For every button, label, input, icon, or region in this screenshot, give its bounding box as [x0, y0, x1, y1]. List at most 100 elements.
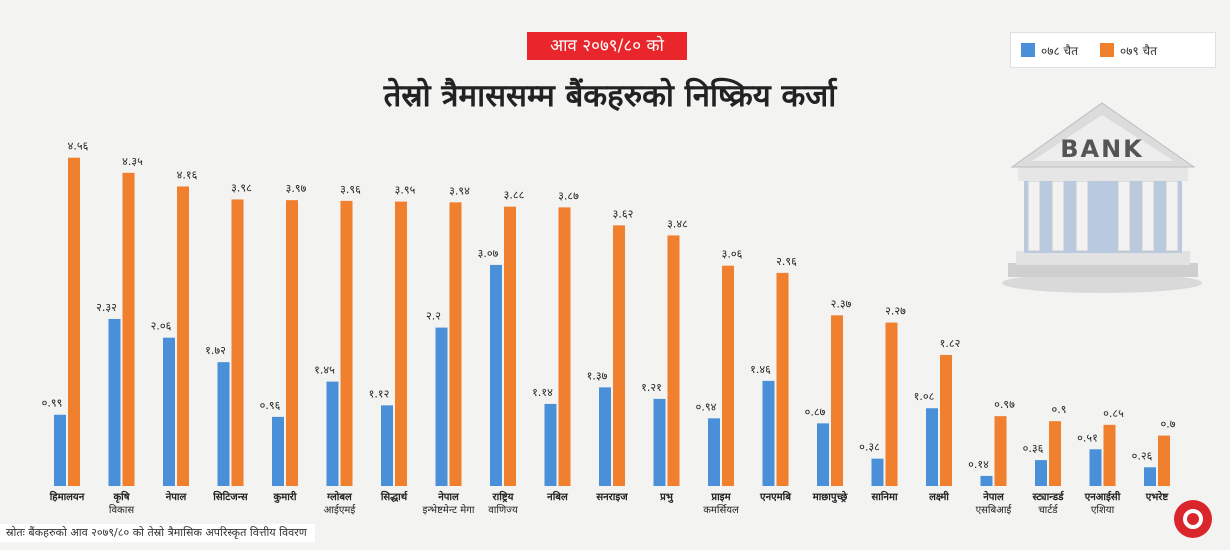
bar-label-s1-11: ३.४८	[667, 217, 688, 230]
bar-s0-12	[708, 418, 720, 486]
category-label-6-0: सिद्धार्थ	[380, 490, 408, 503]
bar-s0-15	[871, 458, 884, 486]
bar-s1-12	[722, 265, 734, 486]
category-label-18-1: चार्टर्ड	[1038, 504, 1058, 516]
bar-label-s1-15: २.२७	[885, 305, 906, 318]
chart-legend: ०७८ चैत ०७९ चैत	[1010, 32, 1216, 68]
bank-building-illustration: BANK	[1002, 102, 1202, 293]
bar-s1-13	[776, 272, 789, 486]
legend-item-078: ०७८ चैत	[1021, 42, 1078, 59]
category-label-7-0: नेपाल	[437, 490, 460, 503]
bar-s1-7	[449, 202, 462, 486]
category-label-10-0: सनराइज	[595, 492, 628, 503]
bar-s1-9	[558, 207, 571, 487]
bank-sign: BANK	[1060, 135, 1144, 163]
bar-s0-3	[217, 362, 230, 486]
bar-s1-5	[340, 200, 353, 486]
bar-label-s1-12: ३.०६	[722, 248, 743, 261]
bar-label-s0-13: १.४६	[750, 363, 771, 376]
category-label-15-0: सानिमा	[870, 490, 897, 503]
bar-s1-19	[1103, 424, 1116, 486]
bar-label-s0-12: ०.९४	[696, 400, 717, 413]
legend-swatch-078	[1021, 43, 1035, 57]
bar-label-s0-16: १.०८	[914, 390, 935, 403]
bar-s0-17	[980, 475, 993, 486]
category-label-20-0: एभरेष्ट	[1145, 490, 1170, 503]
bar-s0-11	[653, 398, 666, 486]
category-label-8-1: वाणिज्य	[488, 504, 518, 516]
bar-s0-0	[54, 414, 66, 486]
bar-s0-5	[326, 381, 339, 486]
legend-swatch-079	[1100, 43, 1114, 57]
bar-label-s0-2: २.०६	[151, 320, 172, 333]
category-label-1-1: विकास	[109, 504, 134, 516]
bar-s1-17	[994, 416, 1007, 486]
bar-s0-16	[926, 408, 938, 486]
bar-s0-6	[381, 405, 393, 486]
bar-label-s0-6: १.१२	[369, 387, 390, 400]
bar-label-s1-14: २.३७	[831, 297, 852, 310]
category-label-7-1: इन्भेष्टमेन्ट मेगा	[423, 504, 475, 516]
category-label-14-0: माछापुच्छ्रे	[812, 490, 849, 503]
legend-label-079: ०७९ चैत	[1120, 43, 1157, 58]
bar-label-s1-13: २.९६	[776, 255, 797, 268]
bar-label-s1-10: ३.६२	[613, 207, 634, 220]
category-label-12-0: प्राइम	[710, 492, 731, 503]
bar-label-s0-14: ०.८७	[805, 405, 826, 418]
legend-item-079: ०७९ चैत	[1100, 42, 1157, 59]
category-label-4-0: कुमारी	[273, 490, 297, 503]
bar-s0-20	[1144, 467, 1156, 486]
bar-label-s1-3: ३.९८	[231, 181, 252, 194]
legend-label-078: ०७८ चैत	[1041, 43, 1078, 58]
category-label-3-0: सिटिजन्स	[212, 490, 249, 503]
bar-s1-14	[831, 315, 843, 486]
bar-s1-20	[1158, 435, 1170, 486]
bar-s1-6	[395, 201, 407, 486]
category-label-16-0: लक्ष्मी	[928, 490, 949, 503]
bar-s1-10	[613, 225, 625, 487]
bar-s0-18	[1035, 460, 1047, 486]
bar-s0-14	[817, 423, 829, 486]
bar-s1-18	[1049, 421, 1061, 486]
bar-s1-0	[68, 157, 80, 486]
bar-s0-10	[599, 387, 611, 486]
bar-label-s1-1: ४.३५	[122, 155, 143, 168]
bar-label-s1-16: १.८२	[940, 337, 961, 350]
bar-s1-2	[177, 186, 189, 487]
category-label-17-1: एसबिआई	[976, 504, 1013, 516]
bar-s0-2	[163, 337, 175, 486]
bar-label-s0-4: ०.९६	[260, 399, 281, 412]
category-label-5-1: आईएमई	[324, 504, 357, 516]
bar-s0-9	[544, 403, 557, 486]
bar-label-s0-3: १.७२	[205, 344, 226, 357]
bar-label-s0-19: ०.५१	[1077, 431, 1098, 444]
bar-s1-15	[885, 322, 898, 486]
bar-label-s1-6: ३.९५	[395, 184, 416, 197]
source-note: स्रोतः बैंकहरुको आव २०७९/८० को तेस्रो त्…	[0, 524, 315, 542]
bar-s0-4	[272, 416, 284, 486]
fiscal-year-badge: आव २०७९/८० को	[527, 32, 687, 60]
bar-label-s1-9: ३.८७	[558, 189, 579, 202]
bar-label-s0-10: १.३७	[587, 369, 608, 382]
category-label-5-0: ग्लोबल	[326, 490, 353, 503]
category-label-9-0: नबिल	[546, 490, 569, 503]
category-label-11-0: प्रभु	[659, 492, 674, 503]
bar-s0-13	[762, 380, 775, 486]
bar-s0-1	[108, 318, 121, 486]
bar-s0-19	[1089, 449, 1102, 486]
page-title: तेस्रो त्रैमाससम्म बैंकहरुको निष्क्रिय क…	[383, 78, 837, 114]
bar-label-s1-5: ३.९६	[340, 183, 361, 196]
bar-label-s1-4: ३.९७	[286, 182, 307, 195]
bar-label-s0-20: ०.२६	[1132, 449, 1153, 462]
bar-s1-1	[122, 172, 135, 487]
category-label-2-0: नेपाल	[165, 490, 188, 503]
bar-label-s1-18: ०.९	[1052, 403, 1067, 416]
category-label-1-0: कृषि	[112, 490, 130, 503]
bar-label-s0-1: २.३२	[96, 301, 117, 314]
category-label-18-0: स्ट्यान्डर्ड	[1032, 490, 1065, 503]
bar-s1-16	[940, 354, 952, 486]
bar-s1-11	[667, 235, 680, 486]
bar-label-s0-17: ०.१४	[968, 458, 989, 471]
category-label-8-0: राष्ट्रिय	[492, 490, 515, 503]
bar-label-s1-17: ०.९७	[994, 398, 1015, 411]
